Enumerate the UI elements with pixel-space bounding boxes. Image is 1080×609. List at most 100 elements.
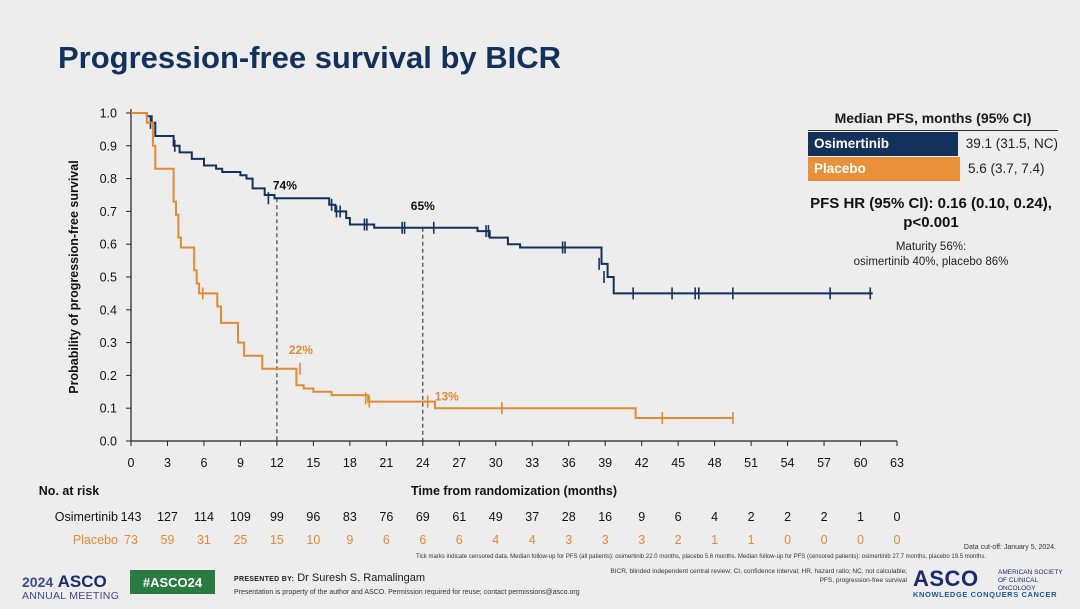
slide-title: Progression-free survival by BICR	[58, 40, 562, 75]
y-tick-label: 0.8	[100, 172, 117, 186]
x-tick-label: 36	[562, 456, 576, 470]
at-risk-count: 3	[638, 533, 645, 547]
x-tick-label: 24	[416, 456, 430, 470]
at-risk-name-placebo: Placebo	[73, 533, 118, 547]
y-tick-label: 0.5	[100, 271, 117, 285]
x-tick-label: 60	[854, 456, 868, 470]
x-tick-label: 48	[708, 456, 722, 470]
y-axis-label: Probability of progression-free survival	[67, 160, 81, 393]
at-risk-count: 0	[894, 510, 901, 524]
annual-year: 2024	[22, 574, 54, 590]
hazard-ratio-line2: p<0.001	[903, 214, 959, 231]
legend-row-osimertinib: Osimertinib 39.1 (31.5, NC)	[808, 131, 1058, 156]
at-risk-count: 6	[419, 533, 426, 547]
at-risk-count: 1	[748, 533, 755, 547]
y-tick-label: 0.7	[100, 205, 117, 219]
at-risk-count: 3	[565, 533, 572, 547]
at-risk-count: 2	[821, 510, 828, 524]
annotation-74: 74%	[273, 178, 297, 192]
annual-sub: ANNUAL MEETING	[22, 590, 120, 602]
x-tick-label: 0	[128, 456, 135, 470]
at-risk-count: 9	[638, 510, 645, 524]
x-tick-label: 15	[306, 456, 320, 470]
asco-annual-meeting-logo: 2024 ASCO ANNUAL MEETING	[22, 572, 119, 602]
x-tick-label: 39	[598, 456, 612, 470]
x-tick-label: 27	[452, 456, 466, 470]
at-risk-count: 76	[379, 510, 393, 524]
y-tick-label: 0.0	[100, 435, 117, 449]
annual-word: ASCO	[57, 572, 107, 591]
property-note: Presentation is property of the author a…	[234, 589, 580, 596]
at-risk-name-osimertinib: Osimertinib	[55, 510, 118, 524]
legend-value-placebo: 5.6 (3.7, 7.4)	[968, 161, 1045, 176]
at-risk-count: 15	[270, 533, 284, 547]
x-tick-label: 18	[343, 456, 357, 470]
legend-swatch-osimertinib: Osimertinib	[808, 131, 958, 156]
at-risk-count: 16	[598, 510, 612, 524]
y-tick-label: 0.3	[100, 336, 117, 350]
tickmarks-note: Tick marks indicate censored data. Media…	[416, 554, 987, 560]
at-risk-count: 127	[157, 510, 178, 524]
at-risk-count: 0	[857, 533, 864, 547]
at-risk-count: 83	[343, 510, 357, 524]
at-risk-count: 0	[821, 533, 828, 547]
at-risk-count: 114	[194, 510, 214, 524]
at-risk-count: 2	[675, 533, 682, 547]
y-tick-label: 0.2	[100, 369, 117, 383]
at-risk-count: 9	[346, 533, 353, 547]
at-risk-count: 2	[748, 510, 755, 524]
y-tick-label: 0.1	[100, 402, 117, 416]
annotation-13: 13%	[435, 389, 459, 403]
x-tick-label: 63	[890, 456, 904, 470]
at-risk-title: No. at risk	[39, 484, 99, 498]
data-cutoff: Data cut-off: January 5, 2024.	[963, 544, 1056, 551]
asco-logo: ASCO AMERICAN SOCIETY OF CLINICAL ONCOLO…	[913, 566, 1063, 599]
abbreviations: BICR, blinded independent central review…	[610, 567, 907, 585]
at-risk-count: 59	[161, 533, 175, 547]
asco-logo-society: AMERICAN SOCIETY OF CLINICAL ONCOLOGY	[998, 569, 1063, 592]
y-tick-label: 0.6	[100, 238, 117, 252]
at-risk-count: 6	[383, 533, 390, 547]
x-tick-label: 42	[635, 456, 649, 470]
x-tick-label: 54	[781, 456, 795, 470]
at-risk-count: 4	[711, 510, 718, 524]
legend-swatch-placebo: Placebo	[808, 156, 960, 181]
at-risk-count: 109	[230, 510, 251, 524]
x-tick-label: 9	[237, 456, 244, 470]
at-risk-count: 2	[784, 510, 791, 524]
at-risk-count: 10	[306, 533, 320, 547]
maturity-line1: Maturity 56%:	[895, 241, 967, 253]
legend-value-osimertinib: 39.1 (31.5, NC)	[965, 136, 1058, 151]
at-risk-count: 143	[121, 510, 142, 524]
at-risk-count: 6	[456, 533, 463, 547]
x-tick-label: 12	[270, 456, 284, 470]
at-risk-count: 99	[270, 510, 284, 524]
hashtag-badge: #ASCO24	[130, 570, 215, 594]
legend-label-placebo: Placebo	[814, 161, 866, 176]
at-risk-count: 37	[525, 510, 539, 524]
annotation-22: 22%	[289, 343, 313, 357]
maturity: Maturity 56%: osimertinib 40%, placebo 8…	[796, 240, 1066, 270]
maturity-line2: osimertinib 40%, placebo 86%	[853, 256, 1009, 268]
annotation-65: 65%	[411, 199, 435, 213]
at-risk-count: 0	[894, 533, 901, 547]
at-risk-count: 49	[489, 510, 503, 524]
at-risk-count: 6	[675, 510, 682, 524]
presented-by: PRESENTED BY: Dr Suresh S. Ramalingam	[234, 572, 425, 584]
x-tick-label: 30	[489, 456, 503, 470]
series-line-placebo	[131, 112, 733, 419]
legend-header: Median PFS, months (95% CI)	[808, 110, 1058, 131]
hazard-ratio-line1: PFS HR (95% CI): 0.16 (0.10, 0.24),	[810, 195, 1052, 212]
y-tick-label: 0.4	[100, 303, 117, 317]
at-risk-count: 73	[124, 533, 138, 547]
asco-logo-word: ASCO	[913, 566, 979, 591]
hazard-ratio: PFS HR (95% CI): 0.16 (0.10, 0.24), p<0.…	[796, 194, 1066, 232]
at-risk-count: 69	[416, 510, 430, 524]
at-risk-count: 96	[306, 510, 320, 524]
legend-row-placebo: Placebo 5.6 (3.7, 7.4)	[808, 156, 1058, 181]
at-risk-count: 0	[784, 533, 791, 547]
at-risk-count: 4	[529, 533, 536, 547]
x-tick-label: 45	[671, 456, 685, 470]
